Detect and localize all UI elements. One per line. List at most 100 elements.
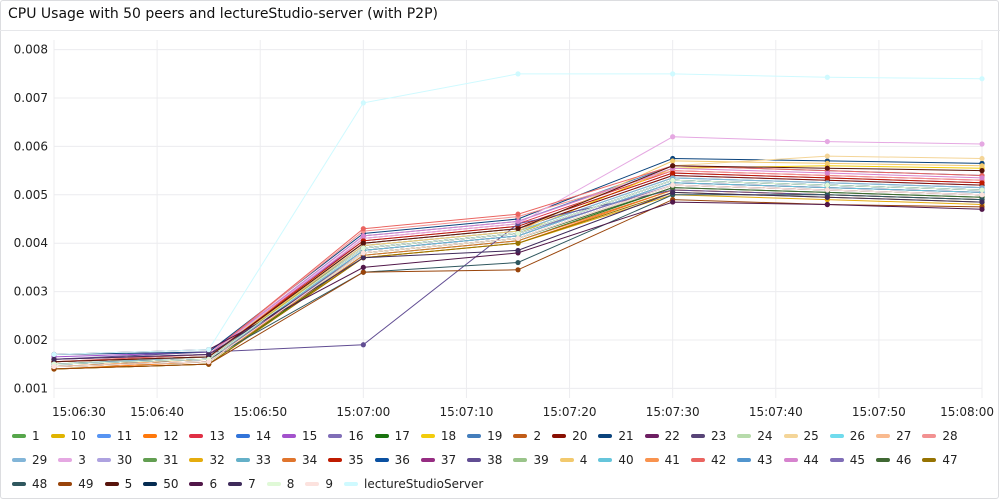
legend-item-22[interactable]: 22 — [644, 424, 680, 448]
legend-item-36[interactable]: 36 — [374, 448, 410, 472]
data-point — [360, 255, 366, 261]
legend-swatch — [829, 434, 844, 438]
legend-item-7[interactable]: 7 — [228, 472, 256, 496]
legend-swatch — [513, 458, 528, 462]
legend-item-35[interactable]: 35 — [328, 448, 364, 472]
legend-item-17[interactable]: 17 — [374, 424, 410, 448]
data-point — [515, 235, 521, 241]
line-chart: 0.001 0.002 0.003 0.004 0.005 0.006 0.007 0.008… — [14, 40, 994, 419]
legend-swatch — [189, 458, 204, 462]
legend-item-13[interactable]: 13 — [189, 424, 225, 448]
legend-label: 27 — [896, 429, 912, 443]
x-tick-label: 15:06:40 — [130, 405, 184, 419]
legend-item-19[interactable]: 19 — [467, 424, 502, 448]
legend-item-10[interactable]: 10 — [50, 424, 86, 448]
data-point — [360, 342, 366, 348]
legend-label: 9 — [325, 477, 334, 491]
data-point — [824, 153, 830, 159]
legend-item-26[interactable]: 26 — [829, 424, 865, 448]
legend-swatch — [282, 458, 297, 462]
data-point — [670, 182, 676, 188]
data-point — [824, 194, 830, 200]
series-line — [53, 170, 983, 363]
data-point — [979, 192, 985, 198]
series-line — [53, 182, 983, 365]
legend-item-16[interactable]: 16 — [328, 424, 364, 448]
legend-item-31[interactable]: 31 — [143, 448, 178, 472]
legend-swatch — [374, 458, 389, 462]
legend-item-11[interactable]: 11 — [96, 424, 132, 448]
legend-item-12[interactable]: 12 — [143, 424, 178, 448]
series-37 — [51, 180, 985, 370]
data-point — [360, 264, 366, 270]
legend-label: 37 — [440, 453, 457, 467]
data-point — [670, 170, 676, 176]
legend-item-39[interactable]: 39 — [513, 448, 549, 472]
legend-swatch — [50, 434, 65, 438]
legend-item-28[interactable]: 28 — [922, 424, 958, 448]
legend-swatch — [644, 458, 659, 462]
data-point — [824, 138, 830, 145]
legend-item-45[interactable]: 45 — [829, 448, 865, 472]
data-point — [360, 240, 366, 246]
data-point — [824, 187, 830, 193]
series-line — [53, 182, 983, 368]
legend-item-lectureStudioServer[interactable]: lectureStudioServer — [344, 472, 483, 496]
legend-label: 50 — [163, 477, 179, 491]
legend-item-34[interactable]: 34 — [282, 448, 317, 472]
legend-label: 4 — [579, 453, 588, 467]
legend-item-27[interactable]: 27 — [876, 424, 911, 448]
x-tick-label: 15:07:20 — [543, 405, 597, 419]
legend-item-23[interactable]: 23 — [690, 424, 726, 448]
legend-swatch — [344, 482, 359, 486]
legend-swatch — [328, 434, 343, 438]
data-point — [824, 160, 830, 166]
legend-item-49[interactable]: 49 — [58, 472, 94, 496]
legend-item-41[interactable]: 41 — [644, 448, 680, 472]
data-point — [51, 356, 57, 362]
legend-item-6[interactable]: 6 — [189, 472, 217, 496]
legend-item-32[interactable]: 32 — [189, 448, 225, 472]
data-point — [515, 211, 521, 217]
legend-swatch — [96, 458, 111, 462]
legend-item-1[interactable]: 1 — [12, 424, 40, 448]
legend-item-14[interactable]: 14 — [235, 424, 271, 448]
legend-item-46[interactable]: 46 — [876, 448, 911, 472]
data-point — [979, 163, 985, 169]
legend-item-43[interactable]: 43 — [737, 448, 773, 472]
legend-item-4[interactable]: 4 — [559, 448, 588, 472]
legend-swatch — [467, 434, 482, 438]
data-point — [360, 250, 366, 256]
legend-item-2[interactable]: 2 — [513, 424, 541, 448]
legend-item-44[interactable]: 44 — [783, 448, 819, 472]
legend-label: 47 — [942, 453, 958, 467]
legend-item-21[interactable]: 21 — [598, 424, 634, 448]
legend-swatch — [12, 434, 26, 438]
legend-swatch — [690, 434, 705, 438]
legend-item-48[interactable]: 48 — [12, 472, 47, 496]
data-point — [51, 363, 57, 370]
legend-item-8[interactable]: 8 — [266, 472, 294, 496]
data-point — [360, 100, 366, 106]
legend-item-18[interactable]: 18 — [420, 424, 456, 448]
legend-item-42[interactable]: 42 — [690, 448, 726, 472]
legend-item-9[interactable]: 9 — [305, 472, 333, 496]
legend-item-50[interactable]: 50 — [143, 472, 178, 496]
legend-item-38[interactable]: 38 — [467, 448, 502, 472]
legend-swatch — [598, 434, 613, 438]
legend-item-25[interactable]: 25 — [783, 424, 819, 448]
legend-item-33[interactable]: 33 — [235, 448, 271, 472]
data-point — [515, 218, 521, 225]
legend-item-24[interactable]: 24 — [737, 424, 773, 448]
data-point — [51, 351, 57, 358]
legend-item-3[interactable]: 3 — [58, 448, 86, 472]
legend-swatch — [829, 458, 844, 462]
legend-item-30[interactable]: 30 — [96, 448, 132, 472]
legend-item-37[interactable]: 37 — [420, 448, 457, 472]
legend-item-29[interactable]: 29 — [12, 448, 47, 472]
legend-item-15[interactable]: 15 — [282, 424, 317, 448]
legend-item-5[interactable]: 5 — [104, 472, 132, 496]
legend-item-47[interactable]: 47 — [922, 448, 958, 472]
legend-item-40[interactable]: 40 — [598, 448, 634, 472]
legend-item-20[interactable]: 20 — [552, 424, 587, 448]
